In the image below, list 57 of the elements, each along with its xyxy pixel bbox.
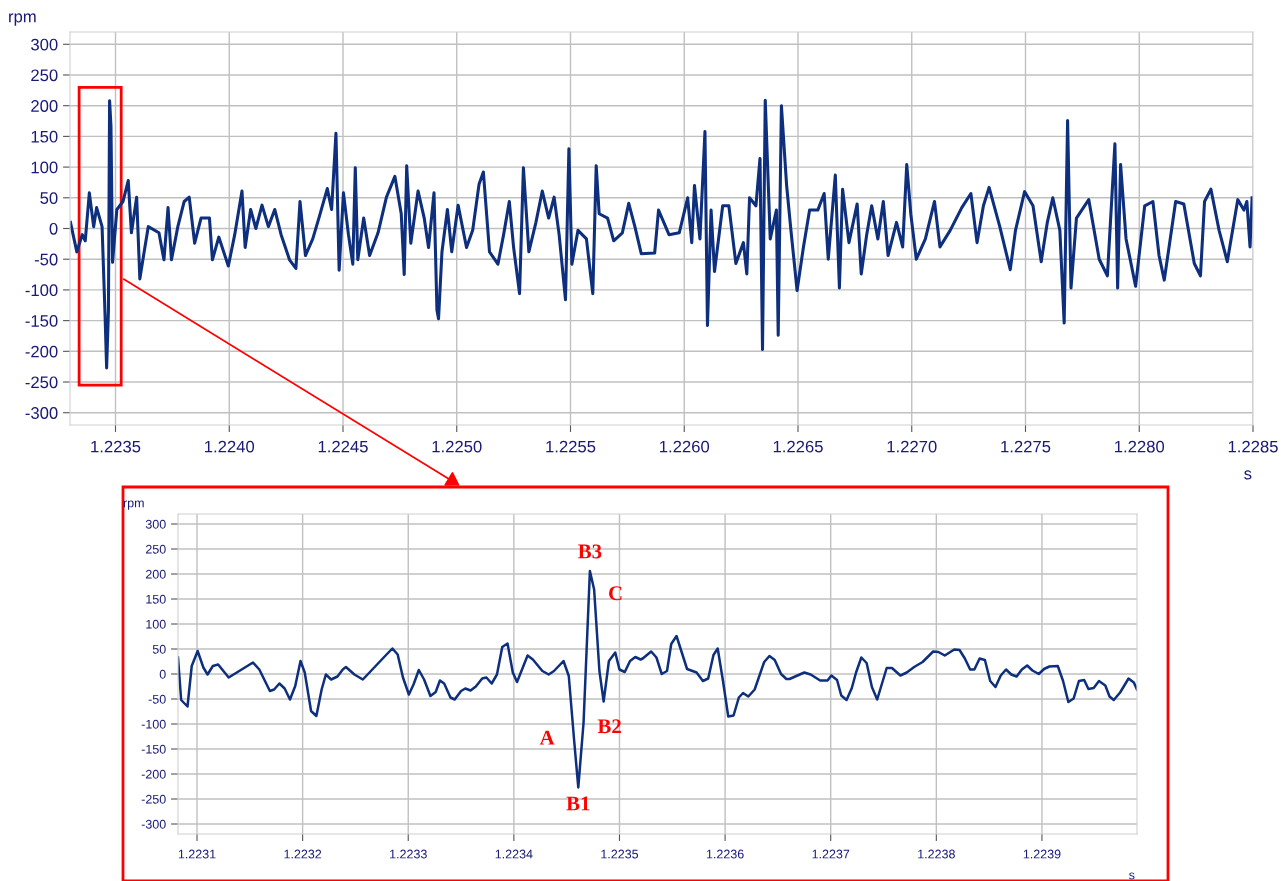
y-tick-label: 150 [31,130,58,143]
y-tick-label: 200 [145,569,166,579]
y-tick-label: -250 [141,794,166,804]
y-axis-title: rpm [123,500,144,510]
y-tick-label: 150 [146,594,166,604]
y-tick-label: 250 [145,544,166,554]
x-tick-label: 1.2245 [318,440,368,453]
y-tick-label: 300 [31,38,58,51]
x-tick-label: 1.2250 [432,440,482,453]
y-tick-label: 100 [31,161,58,174]
x-tick-label: 1.2270 [887,440,937,453]
x-tick-label: 1.2235 [601,849,639,859]
x-tick-label: 1.2232 [284,849,322,859]
x-tick-label: 1.2238 [918,849,955,859]
x-tick-label: 1.2260 [660,440,710,453]
x-tick-label: 1.2285 [1228,440,1278,453]
y-tick-label: -200 [25,345,58,358]
x-tick-label: 1.2234 [495,849,533,859]
y-tick-label: 300 [145,519,166,529]
y-tick-label: -150 [141,744,166,754]
annotation: B3 [578,544,602,559]
y-axis-title: rpm [9,13,36,26]
y-tick-label: 0 [159,669,166,679]
annotation: A [539,730,555,745]
x-axis-title: s [1129,872,1135,880]
y-tick-label: -100 [141,719,166,729]
annotation: C [609,586,622,601]
x-tick-label: 1.2231 [178,849,216,859]
y-tick-label: -200 [141,769,166,779]
x-tick-label: 1.2233 [390,849,427,859]
line-series [178,569,1137,789]
x-tick-label: 1.2236 [706,849,744,859]
y-tick-label: -250 [25,376,58,389]
y-tick-label: 0 [49,222,58,235]
x-tick-label: 1.2280 [1115,440,1165,453]
x-axis-title: s [1244,470,1252,480]
line-series [70,98,1253,370]
x-tick-label: 1.2255 [546,440,596,453]
y-tick-label: -300 [141,819,166,829]
y-tick-label: -300 [25,407,58,419]
y-tick-label: 250 [31,69,58,82]
annotation: B1 [566,796,590,811]
y-tick-label: 50 [152,644,166,654]
x-tick-label: 1.2239 [1023,849,1061,859]
x-tick-label: 1.2240 [205,440,255,453]
y-tick-label: 200 [31,100,58,112]
x-tick-label: 1.2237 [812,849,850,859]
y-tick-label: -150 [25,315,58,327]
y-tick-label: -50 [148,694,166,704]
y-tick-label: 50 [40,192,58,204]
annotation: B2 [597,719,621,734]
x-tick-label: 1.2265 [773,440,823,453]
x-tick-label: 1.2235 [91,440,141,453]
y-tick-label: 100 [146,619,166,629]
y-tick-label: -50 [34,253,58,266]
y-tick-label: -100 [25,284,58,297]
x-tick-label: 1.2275 [1001,440,1051,453]
